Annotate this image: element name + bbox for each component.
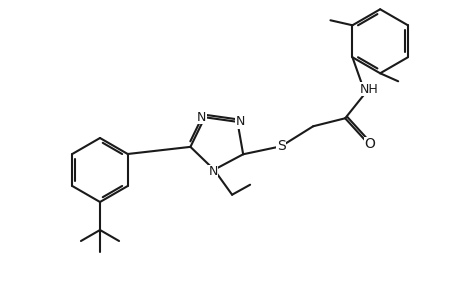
Text: N: N — [197, 111, 206, 124]
Text: N: N — [208, 165, 217, 178]
Text: O: O — [364, 137, 375, 151]
Text: NH: NH — [359, 83, 378, 96]
Text: N: N — [235, 116, 245, 128]
Text: S: S — [276, 139, 285, 153]
